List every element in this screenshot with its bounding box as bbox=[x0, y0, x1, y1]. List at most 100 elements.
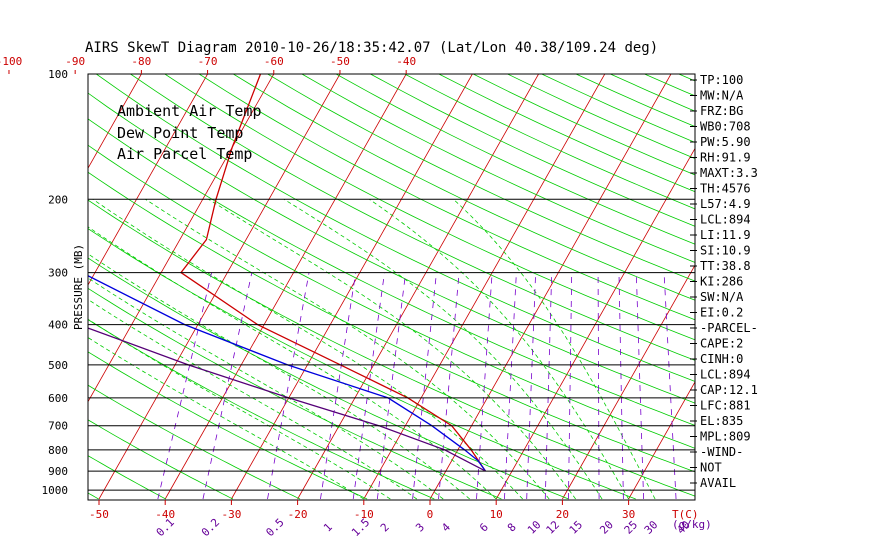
dry-adiabat-line bbox=[335, 74, 695, 245]
dry-adiabat-line bbox=[816, 74, 870, 499]
chart-title: AIRS SkewT Diagram 2010-10-26/18:35:42.0… bbox=[85, 40, 658, 56]
moist-adiabat-line bbox=[453, 199, 656, 500]
top-temp-tick-label: -80 bbox=[131, 55, 151, 68]
dry-adiabat-line bbox=[782, 74, 870, 499]
mixing-ratio-line bbox=[526, 272, 537, 500]
isotherm-line bbox=[495, 147, 695, 500]
legend: Ambient Air Temp Dew Point Temp Air Parc… bbox=[117, 102, 262, 163]
isotherm-line bbox=[0, 74, 9, 499]
bottom-temp-tick-label: 10 bbox=[490, 508, 503, 521]
index-label: KI:286 bbox=[700, 275, 743, 289]
isotherm-line bbox=[98, 74, 341, 500]
isotherm-line bbox=[761, 74, 870, 499]
temp-unit-label: T(C) bbox=[672, 508, 699, 521]
pressure-tick-label: 800 bbox=[48, 444, 68, 457]
mixing-ratio-label: 8 bbox=[505, 521, 519, 535]
pressure-tick-label: 600 bbox=[48, 392, 68, 405]
mixing-ratio-label: 30 bbox=[642, 518, 661, 537]
dry-adiabat-line bbox=[850, 74, 870, 499]
mixing-ratio-line bbox=[597, 272, 600, 500]
mixing-ratio-line bbox=[544, 272, 553, 500]
mixing-ratio-line bbox=[320, 272, 357, 500]
plot-frame bbox=[87, 73, 696, 501]
dry-adiabat-line bbox=[88, 92, 695, 404]
dry-adiabat-line bbox=[88, 419, 234, 500]
isotherm-line bbox=[827, 74, 870, 499]
mixing-ratio-line bbox=[635, 272, 644, 500]
moist-adiabat-line bbox=[92, 198, 523, 500]
mixing-ratio-label: 0.2 bbox=[199, 516, 222, 539]
top-temp-tick-label: -90 bbox=[65, 55, 85, 68]
mixing-ratio-line bbox=[157, 272, 213, 500]
isobars bbox=[88, 198, 695, 491]
index-label: NOT bbox=[700, 461, 722, 475]
index-label: LCL:894 bbox=[700, 368, 751, 382]
mixing-ratio-line bbox=[376, 272, 407, 500]
mixing-ratio-label: 3 bbox=[413, 521, 427, 535]
moist-adiabat-line bbox=[88, 299, 418, 500]
index-label: AVAIL bbox=[700, 476, 736, 490]
moist-adiabat-line bbox=[88, 337, 365, 500]
dry-adiabat-line bbox=[130, 74, 695, 361]
bottom-temp-tick-label: -10 bbox=[354, 508, 374, 521]
dry-adiabat-line bbox=[747, 74, 870, 499]
mixing-ratio-label: 10 bbox=[525, 518, 544, 537]
mixing-ratio-line bbox=[267, 272, 310, 500]
dry-adiabat-line bbox=[88, 351, 368, 500]
mixing-ratio-label: 4 bbox=[439, 520, 453, 534]
dry-adiabat-line bbox=[88, 455, 166, 500]
index-label: LFC:881 bbox=[700, 399, 751, 413]
pressure-tick-label: 100 bbox=[48, 68, 68, 81]
mixing-ratio-label: 20 bbox=[597, 518, 616, 537]
index-label: FRZ:BG bbox=[700, 104, 743, 118]
index-label: PW:5.90 bbox=[700, 135, 751, 149]
index-label: TT:38.8 bbox=[700, 259, 751, 273]
top-temp-tick-label: -50 bbox=[330, 55, 350, 68]
mixing-ratio-label: 12 bbox=[544, 518, 563, 537]
mixing-ratio-label: 6 bbox=[477, 521, 491, 535]
mixing-ratio-line bbox=[202, 272, 253, 500]
index-label: -WIND- bbox=[700, 445, 743, 459]
pressure-tick-label: 400 bbox=[48, 319, 68, 332]
mixing-ratio-label: 1 bbox=[321, 521, 335, 535]
index-label: SW:N/A bbox=[700, 290, 744, 304]
dry-adiabat-line bbox=[88, 118, 695, 426]
mixing-ratio-line bbox=[352, 272, 385, 500]
bottom-temp-tick-label: 20 bbox=[556, 508, 569, 521]
pressure-tick-label: 1000 bbox=[42, 484, 69, 497]
dry-adiabat-line bbox=[438, 74, 695, 193]
bottom-temp-tick-label: -40 bbox=[155, 508, 175, 521]
mixing-ratio-label: 15 bbox=[567, 518, 586, 537]
top-temp-tick-label: -40 bbox=[396, 55, 416, 68]
dry-adiabat-line bbox=[644, 74, 695, 97]
dry-adiabat-line bbox=[88, 384, 301, 500]
index-label: L57:4.9 bbox=[700, 197, 751, 211]
isotherm-line bbox=[363, 74, 606, 500]
mixing-ratio-line bbox=[438, 272, 460, 500]
index-label: TP:100 bbox=[700, 73, 743, 87]
dry-adiabat-line bbox=[404, 74, 695, 210]
index-label: EL:835 bbox=[700, 414, 743, 428]
moist-adiabat-line bbox=[145, 198, 550, 500]
dry-adiabat-line bbox=[267, 74, 695, 282]
isotherm-line bbox=[297, 74, 539, 500]
index-label: LCL:894 bbox=[700, 213, 751, 227]
stability-indices: TP:100MW:N/AFRZ:BGWB0:708PW:5.90RH:91.9M… bbox=[690, 73, 758, 490]
pressure-tick-label: 300 bbox=[48, 267, 68, 280]
bottom-temp-tick-label: -30 bbox=[221, 508, 241, 521]
dry-adiabat-line bbox=[96, 74, 695, 382]
index-label: RH:91.9 bbox=[700, 151, 751, 165]
top-temp-tick-label: -70 bbox=[198, 55, 218, 68]
dewpoint-line bbox=[88, 275, 487, 472]
isotherm-line bbox=[164, 74, 407, 500]
index-label: SI:10.9 bbox=[700, 244, 751, 258]
index-label: LI:11.9 bbox=[700, 228, 751, 242]
pressure-tick-label: 900 bbox=[48, 465, 68, 478]
index-label: MW:N/A bbox=[700, 89, 744, 103]
mixing-ratio-label: 2 bbox=[378, 521, 392, 535]
moist-adiabat-line bbox=[283, 198, 603, 500]
mixing-ratio-label: 25 bbox=[622, 518, 641, 537]
bottom-temp-tick-label: -20 bbox=[288, 508, 308, 521]
dry-adiabat-line bbox=[164, 74, 695, 341]
index-label: MAXT:3.3 bbox=[700, 166, 758, 180]
